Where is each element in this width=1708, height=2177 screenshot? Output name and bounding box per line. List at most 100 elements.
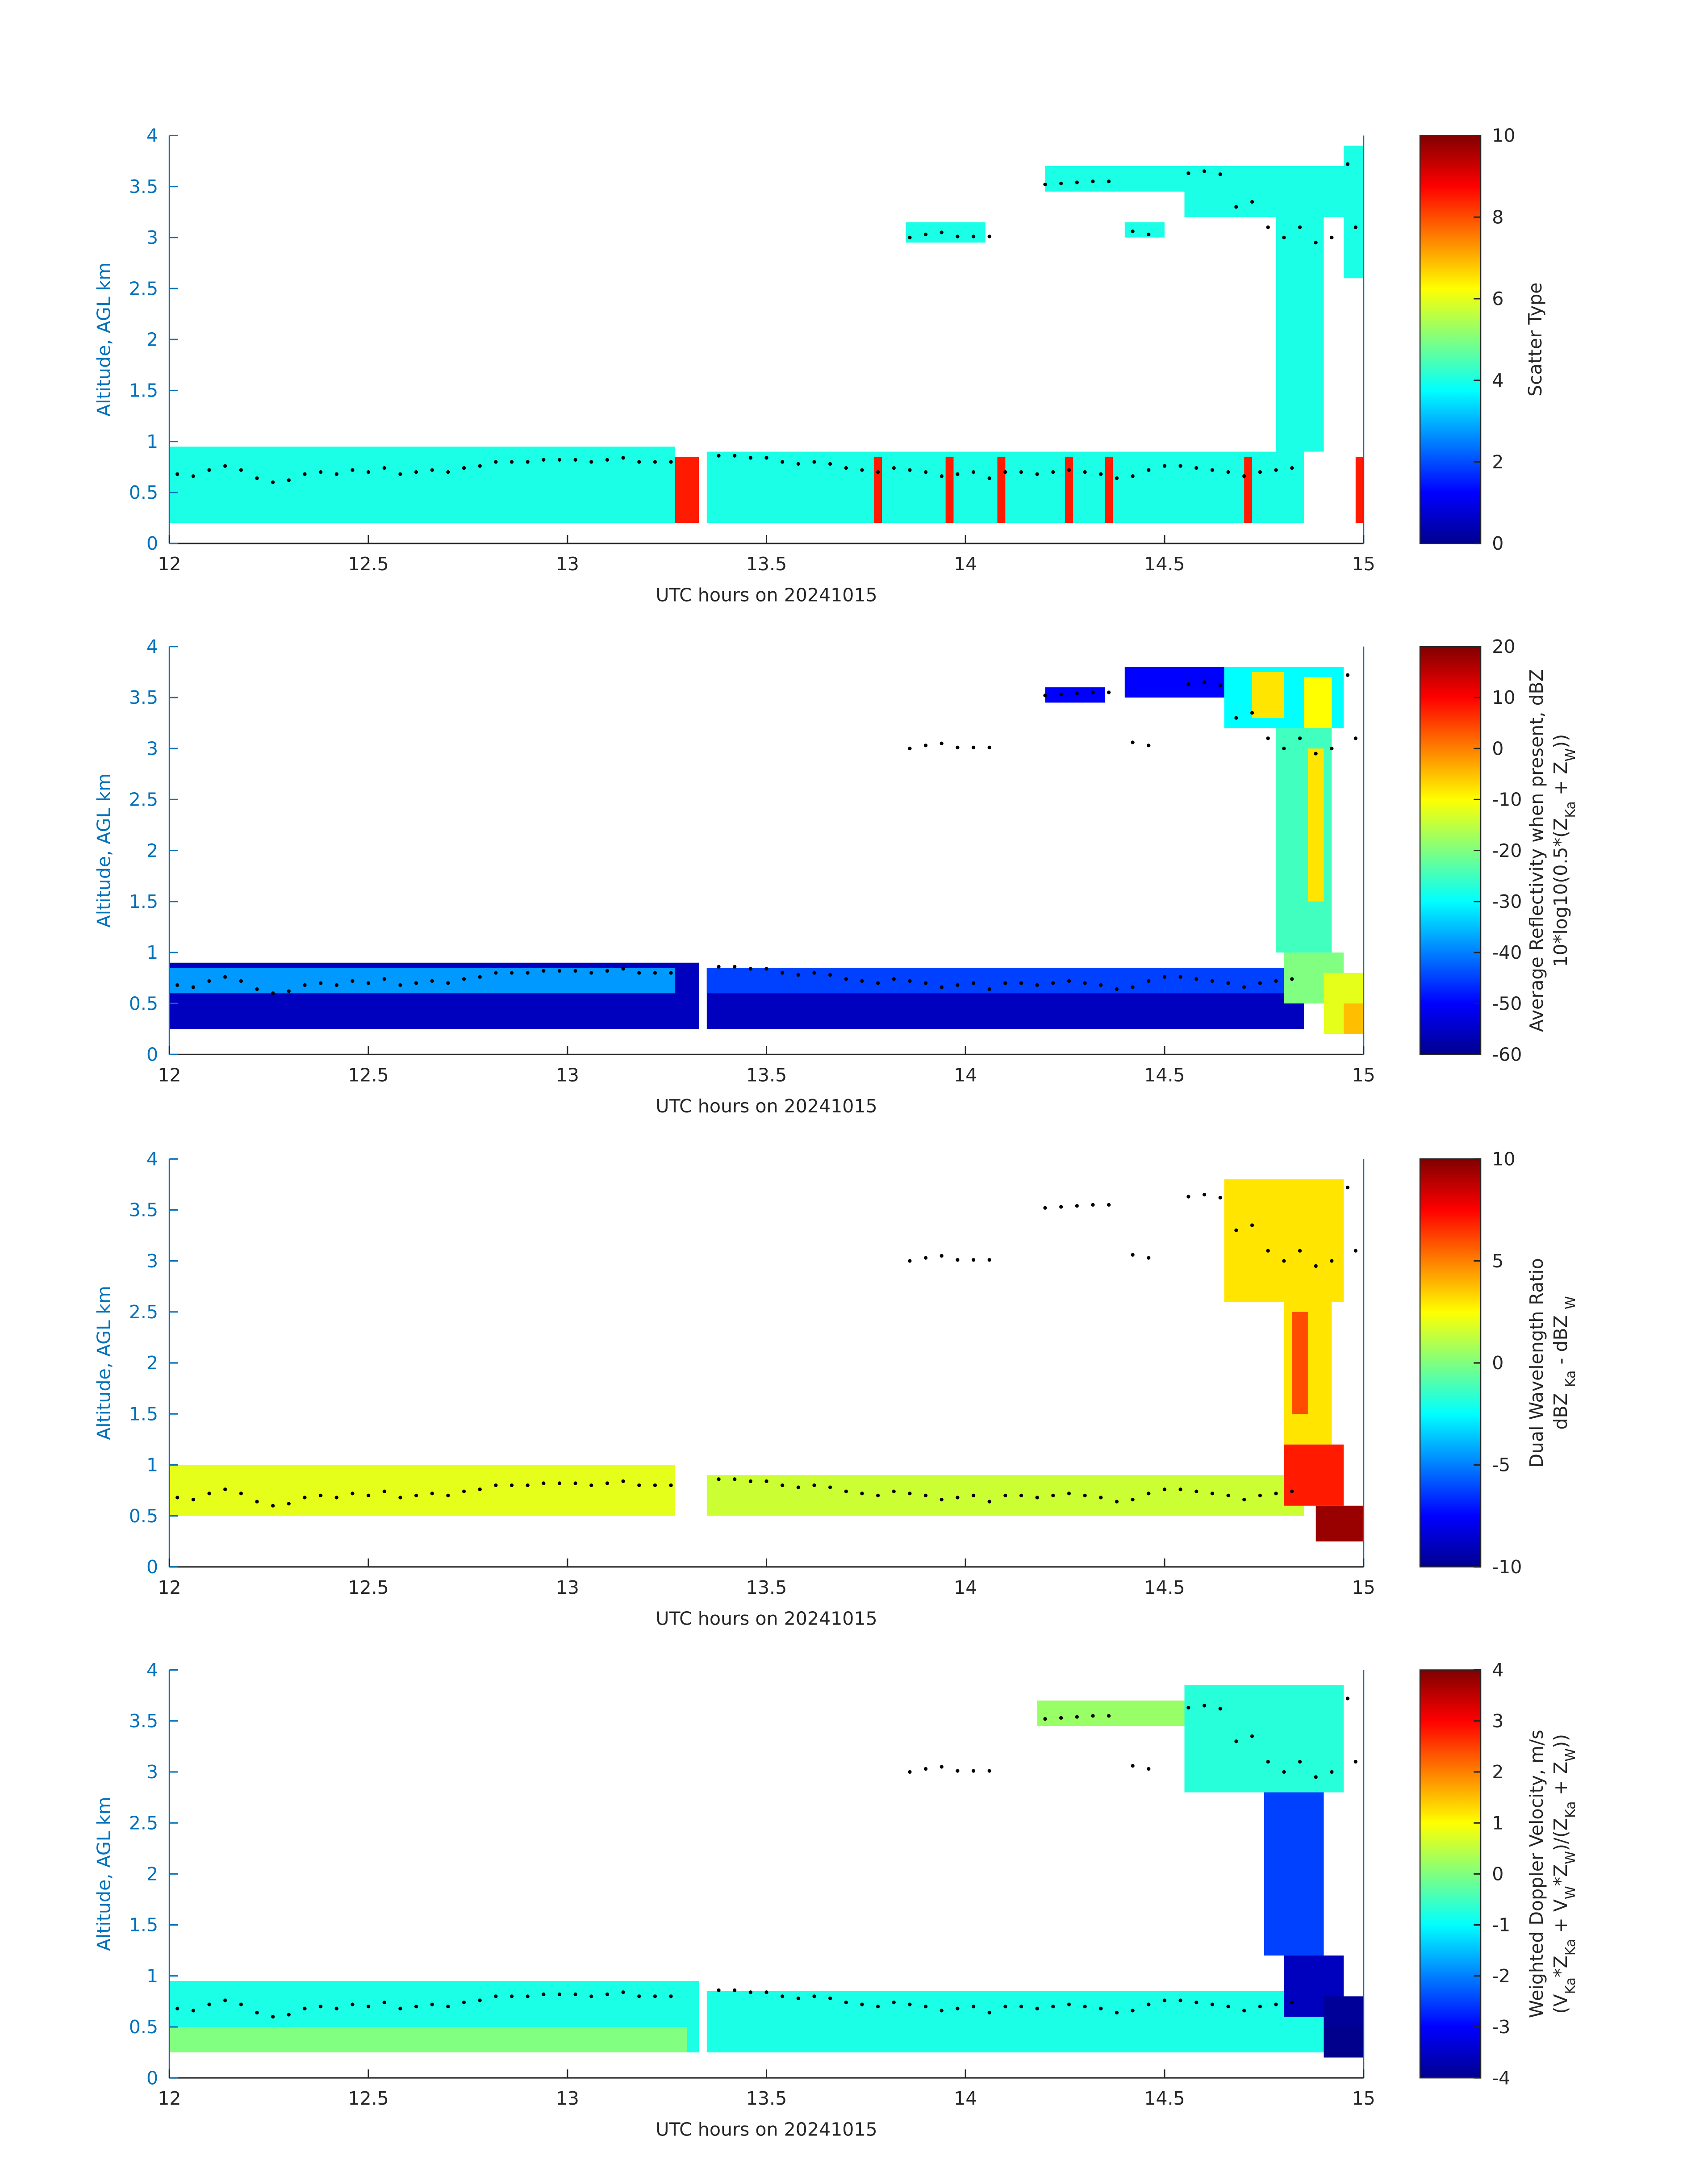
colorbar-tick-label: -2 [1492, 1965, 1510, 1987]
label-subscript: W [1562, 1851, 1578, 1864]
height-marker [1210, 979, 1215, 983]
colorbar-tick-label: -60 [1492, 1044, 1522, 1066]
height-marker [589, 1483, 593, 1488]
colorbar-tick-label: -40 [1492, 942, 1522, 963]
y-tick-label: 1.5 [129, 1914, 158, 1936]
height-marker [526, 460, 530, 464]
height-marker [1131, 985, 1135, 989]
label-subscript: Ka [1562, 1801, 1578, 1818]
height-marker [1345, 162, 1350, 166]
y-tick-label: 0.5 [129, 1505, 158, 1527]
height-marker [1043, 182, 1047, 187]
height-marker [1075, 1204, 1079, 1208]
height-marker [175, 983, 180, 987]
y-tick-label: 2.5 [129, 789, 158, 811]
x-tick-label: 13.5 [746, 2088, 787, 2109]
y-tick-label: 3 [146, 1761, 158, 1783]
height-marker [414, 470, 418, 474]
y-tick-label: 0 [146, 2067, 158, 2089]
data-cell [1184, 1685, 1344, 1793]
height-marker [1194, 466, 1199, 470]
height-marker [207, 2002, 211, 2006]
height-marker [940, 2009, 944, 2013]
height-marker [430, 468, 434, 472]
height-marker [319, 981, 323, 985]
height-marker [971, 981, 976, 985]
height-marker [191, 985, 195, 989]
colorbar [1419, 646, 1482, 1055]
y-tick-label: 3.5 [129, 176, 158, 197]
y-axis-label: Altitude, AGL km [93, 1797, 115, 1951]
height-marker [319, 470, 323, 474]
height-marker [366, 1493, 371, 1498]
height-marker [1019, 470, 1023, 474]
y-tick-label: 2 [146, 1352, 158, 1374]
height-marker [573, 1481, 577, 1485]
height-marker [446, 2005, 450, 2009]
height-marker [398, 983, 402, 987]
height-marker [1162, 975, 1167, 979]
height-marker [987, 476, 991, 480]
height-marker [796, 1485, 800, 1489]
data-cell [1344, 1003, 1364, 1034]
height-marker [1178, 975, 1182, 979]
height-marker [764, 1990, 768, 1994]
height-marker [175, 2006, 180, 2010]
height-marker [1266, 1249, 1270, 1253]
height-marker [1345, 673, 1350, 677]
data-cell [169, 968, 675, 994]
height-marker [462, 977, 466, 981]
height-marker [1099, 2006, 1103, 2010]
height-marker [923, 232, 928, 237]
height-marker [1099, 472, 1103, 476]
height-marker [191, 474, 195, 478]
height-marker [605, 969, 610, 973]
height-marker [764, 1479, 768, 1483]
height-marker [1162, 1488, 1167, 1492]
height-marker [1330, 747, 1334, 751]
y-axis-label: Altitude, AGL km [93, 773, 115, 928]
height-marker [542, 458, 546, 462]
data-cell [1264, 1792, 1324, 1956]
height-marker [1147, 2002, 1151, 2006]
y-tick-label: 3.5 [129, 687, 158, 708]
height-marker [1115, 987, 1119, 991]
colorbar-label: 10*log10(0.5*(ZKa + ZW)) [1550, 734, 1578, 967]
data-cell [706, 1991, 1324, 2052]
y-tick-label: 4 [146, 636, 158, 657]
height-marker [430, 2002, 434, 2006]
height-marker [717, 454, 721, 458]
height-marker [781, 460, 785, 464]
height-marker [589, 1994, 593, 1998]
height-marker [1282, 235, 1286, 239]
height-marker [1274, 979, 1278, 983]
height-marker [923, 2005, 928, 2009]
height-marker [1266, 1759, 1270, 1764]
x-tick-label: 14.5 [1144, 553, 1185, 575]
label-subscript: Ka [1562, 801, 1578, 818]
height-marker [589, 460, 593, 464]
x-tick-label: 12 [158, 1577, 181, 1598]
height-marker [1290, 466, 1294, 470]
data-cell [1284, 1444, 1344, 1506]
height-marker [940, 230, 944, 234]
height-marker [509, 1483, 514, 1488]
height-marker [1242, 474, 1246, 478]
height-marker [1051, 2005, 1055, 2009]
height-marker [940, 1254, 944, 1258]
height-marker [1250, 1223, 1254, 1227]
height-marker [605, 458, 610, 462]
height-marker [1242, 1497, 1246, 1502]
height-marker [1194, 1489, 1199, 1493]
height-marker [1035, 2006, 1039, 2010]
height-marker [1186, 1195, 1190, 1199]
x-tick-label: 15 [1352, 1064, 1375, 1086]
height-marker [1147, 979, 1151, 983]
height-marker [892, 1489, 896, 1493]
height-marker [1330, 235, 1334, 239]
data-cell [1045, 166, 1185, 192]
height-marker [1234, 1739, 1238, 1743]
height-marker [1186, 171, 1190, 175]
data-cell [675, 456, 699, 523]
height-marker [509, 1994, 514, 1998]
